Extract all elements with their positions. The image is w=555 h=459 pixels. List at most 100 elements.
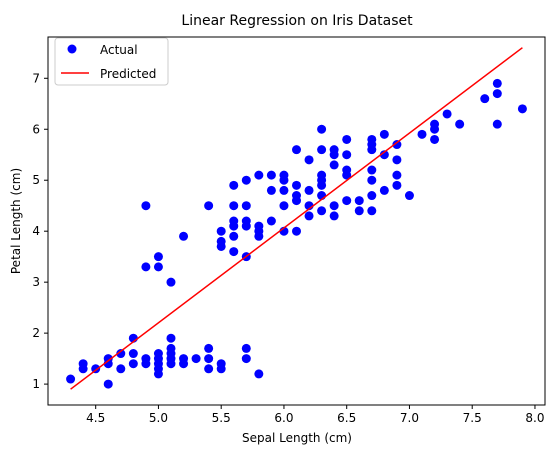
data-point bbox=[304, 211, 314, 221]
data-point bbox=[292, 180, 301, 190]
data-point bbox=[254, 170, 264, 180]
y-tick-label: 5 bbox=[32, 173, 40, 187]
data-point bbox=[342, 134, 352, 144]
data-point bbox=[241, 354, 251, 364]
data-point bbox=[342, 165, 352, 175]
data-point bbox=[292, 145, 301, 155]
data-point bbox=[317, 170, 327, 180]
data-point bbox=[204, 354, 214, 364]
data-point bbox=[367, 206, 377, 216]
x-tick-label: 4.5 bbox=[86, 411, 105, 425]
data-point bbox=[229, 247, 239, 257]
data-point bbox=[116, 364, 126, 374]
data-point bbox=[317, 206, 327, 216]
data-point bbox=[153, 262, 163, 272]
data-point bbox=[141, 262, 151, 272]
data-point bbox=[216, 236, 226, 246]
data-point bbox=[329, 211, 339, 221]
data-point bbox=[329, 145, 339, 155]
data-point bbox=[430, 134, 440, 144]
y-tick-label: 1 bbox=[32, 377, 40, 391]
data-point bbox=[367, 134, 377, 144]
data-point bbox=[266, 216, 276, 226]
data-point bbox=[229, 231, 239, 241]
data-point bbox=[241, 343, 251, 353]
data-point bbox=[342, 150, 352, 160]
legend: Actual Predicted bbox=[54, 37, 169, 86]
data-point bbox=[78, 359, 88, 369]
data-point bbox=[204, 201, 214, 211]
data-point bbox=[241, 216, 251, 226]
data-point bbox=[392, 170, 402, 180]
data-point bbox=[342, 196, 352, 206]
data-point bbox=[266, 185, 276, 195]
x-tick-label: 7.5 bbox=[463, 411, 482, 425]
data-point bbox=[354, 196, 364, 206]
data-point bbox=[153, 252, 163, 262]
x-tick-label: 6.0 bbox=[274, 411, 293, 425]
data-point bbox=[517, 104, 527, 114]
data-point bbox=[204, 343, 214, 353]
regression-line bbox=[70, 47, 523, 390]
data-point bbox=[317, 124, 327, 134]
data-point bbox=[480, 94, 490, 104]
data-point bbox=[279, 201, 289, 211]
y-tick-label: 7 bbox=[32, 71, 40, 85]
data-point bbox=[392, 155, 402, 165]
data-point bbox=[492, 78, 502, 88]
data-point bbox=[442, 109, 452, 119]
data-point bbox=[292, 226, 301, 236]
axes-frame bbox=[47, 36, 546, 406]
legend-label-predicted: Predicted bbox=[100, 67, 156, 81]
data-point bbox=[304, 155, 314, 165]
y-tick-label: 6 bbox=[32, 122, 40, 136]
x-tick-label: 8.0 bbox=[525, 411, 544, 425]
data-point bbox=[128, 359, 138, 369]
data-point bbox=[304, 185, 314, 195]
data-point bbox=[367, 165, 377, 175]
y-tick-label: 2 bbox=[32, 326, 40, 340]
data-point bbox=[367, 175, 377, 185]
data-point bbox=[241, 175, 251, 185]
data-point bbox=[216, 226, 226, 236]
data-point bbox=[492, 119, 502, 129]
data-point bbox=[103, 379, 113, 389]
y-tick-label: 4 bbox=[32, 224, 40, 238]
data-point bbox=[379, 150, 389, 160]
data-point bbox=[329, 201, 339, 211]
data-point bbox=[254, 221, 264, 231]
data-point bbox=[279, 185, 289, 195]
data-point bbox=[103, 354, 113, 364]
data-point bbox=[229, 216, 239, 226]
x-axis-label: Sepal Length (cm) bbox=[242, 431, 352, 445]
data-point bbox=[329, 160, 339, 170]
data-point bbox=[392, 180, 402, 190]
data-point bbox=[430, 119, 440, 129]
x-tick-label: 5.5 bbox=[212, 411, 231, 425]
data-point bbox=[492, 89, 502, 99]
data-point bbox=[116, 349, 126, 359]
data-point bbox=[216, 359, 226, 369]
data-point bbox=[166, 277, 176, 287]
data-point bbox=[279, 170, 289, 180]
x-tick-label: 6.5 bbox=[337, 411, 356, 425]
data-point bbox=[191, 354, 201, 364]
data-point bbox=[379, 185, 389, 195]
data-point bbox=[417, 129, 427, 139]
data-point bbox=[241, 201, 251, 211]
data-point bbox=[379, 129, 389, 139]
data-point bbox=[455, 119, 465, 129]
data-point bbox=[367, 191, 377, 201]
data-point bbox=[292, 191, 301, 201]
data-point bbox=[153, 349, 163, 359]
data-point bbox=[166, 343, 176, 353]
y-tick-label: 3 bbox=[32, 275, 40, 289]
data-point bbox=[354, 206, 364, 216]
data-point bbox=[166, 333, 176, 343]
legend-marker-actual bbox=[67, 44, 77, 54]
data-point bbox=[179, 354, 189, 364]
data-point bbox=[204, 364, 214, 374]
data-point bbox=[66, 374, 76, 384]
chart-title: Linear Regression on Iris Dataset bbox=[181, 13, 413, 29]
